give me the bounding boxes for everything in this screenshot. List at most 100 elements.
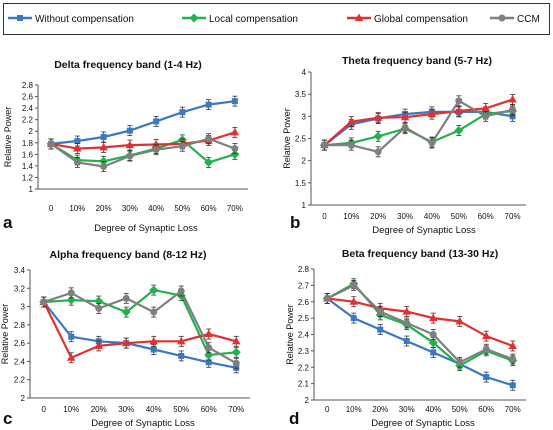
x-tick-label: 70%	[505, 212, 521, 221]
x-tick-label: 50%	[173, 405, 189, 414]
data-point	[151, 140, 161, 148]
y-axis-label: Relative Power	[285, 304, 295, 365]
x-tick-label: 20%	[91, 405, 107, 414]
x-axis-label: Degree of Synaptic Loss	[372, 225, 476, 236]
series-ccm	[40, 285, 240, 369]
x-axis-label: Degree of Synaptic Loss	[94, 223, 198, 234]
panel-letter: a	[3, 213, 13, 232]
data-point	[67, 353, 76, 361]
y-tick-label: 2.2	[22, 116, 34, 125]
series-line	[42, 301, 237, 369]
data-point	[347, 117, 356, 125]
data-point	[230, 149, 240, 159]
y-tick-label: 2	[305, 396, 310, 405]
x-tick-label: 10%	[346, 405, 362, 414]
x-tick-label: 0	[322, 212, 327, 221]
x-tick-label: 30%	[397, 212, 413, 221]
series-line	[326, 284, 514, 364]
data-point	[47, 140, 55, 148]
data-point	[482, 112, 490, 120]
chart-title: Delta frequency band (1-4 Hz)	[54, 59, 202, 71]
y-tick-label: 1.6	[22, 150, 34, 159]
data-point	[177, 336, 186, 345]
data-point	[403, 338, 410, 345]
y-tick-label: 4	[302, 68, 307, 77]
x-tick-label: 10%	[69, 204, 85, 213]
legend-item-without-compensation: Without compensation	[8, 14, 134, 25]
legend-item-global-compensation: Global compensation	[347, 13, 468, 25]
y-tick-label: 2.3	[298, 347, 310, 356]
y-tick-label: 2	[21, 394, 26, 403]
series-line	[323, 110, 513, 147]
data-point	[150, 346, 157, 353]
y-tick-label: 3.4	[14, 266, 26, 275]
data-point	[454, 106, 464, 115]
y-tick-label: 2.2	[14, 376, 26, 385]
data-point	[178, 142, 186, 150]
x-tick-label: 20%	[370, 212, 386, 221]
x-tick-label: 70%	[227, 204, 243, 213]
series-line	[50, 100, 236, 145]
data-point	[374, 148, 382, 156]
data-point	[126, 127, 133, 134]
x-tick-label: 20%	[372, 405, 388, 414]
legend-item-local-compensation: Local compensation	[182, 13, 298, 25]
chart-panel-c: c Alpha frequency band (8-12 Hz) 2 2.2 2.4 2.…	[0, 249, 250, 429]
chart-title: Beta frequency band (13-30 Hz)	[342, 248, 498, 260]
data-point	[100, 162, 108, 170]
legend-label: CCM	[517, 14, 540, 25]
series-without-compensation	[324, 293, 516, 391]
data-point	[67, 289, 75, 297]
legend-swatch-marker	[17, 15, 23, 21]
x-tick-label: 60%	[478, 405, 494, 414]
data-point	[509, 355, 517, 363]
data-point	[482, 331, 491, 340]
x-tick-label: 40%	[148, 204, 164, 213]
data-point	[455, 97, 463, 105]
data-point	[428, 139, 436, 147]
x-tick-label: 60%	[201, 204, 217, 213]
y-tick-label: 2.7	[298, 281, 310, 290]
data-point	[373, 131, 383, 141]
x-tick-label: 70%	[505, 405, 521, 414]
y-tick-label: 3	[302, 112, 307, 121]
chart-title: Theta frequency band (5-7 Hz)	[342, 55, 492, 67]
x-axis-label: Degree of Synaptic Loss	[371, 418, 475, 429]
data-point	[428, 338, 438, 348]
series-line	[327, 297, 514, 348]
data-point	[403, 319, 411, 327]
x-tick-label: 0	[49, 204, 54, 213]
series-line	[326, 297, 514, 387]
x-tick-label: 30%	[122, 204, 138, 213]
data-point	[400, 112, 410, 121]
data-point	[232, 336, 241, 345]
legend-swatch-marker	[498, 14, 506, 22]
x-tick-label: 20%	[96, 204, 112, 213]
panel-letter: c	[3, 409, 12, 428]
data-point	[429, 313, 438, 322]
y-tick-label: 1.8	[22, 139, 34, 148]
y-tick-label: 1	[29, 185, 34, 194]
chart-panel-a: a Delta frequency band (1-4 Hz) 1 1.2 1.4 1.6…	[3, 59, 248, 234]
chart-panel-b: b Theta frequency band (5-7 Hz) 1 1.5 2 2.5 3 3…	[282, 55, 526, 236]
data-point	[179, 109, 186, 116]
x-tick-label: 30%	[399, 405, 415, 414]
chart-title: Alpha frequency band (8-12 Hz)	[50, 249, 207, 261]
data-point	[122, 338, 131, 347]
y-tick-label: 2.1	[298, 380, 310, 389]
data-point	[73, 144, 82, 152]
data-point	[95, 304, 103, 312]
x-tick-label: 0	[325, 405, 330, 414]
data-point	[99, 142, 108, 151]
data-point	[323, 294, 331, 302]
data-point	[373, 113, 383, 121]
series-line	[50, 137, 236, 168]
data-point	[204, 329, 213, 337]
data-point	[94, 341, 103, 349]
data-point	[230, 127, 240, 136]
data-point	[508, 341, 517, 349]
x-tick-label: 60%	[201, 405, 217, 414]
data-point	[152, 146, 160, 154]
data-point	[231, 98, 238, 105]
